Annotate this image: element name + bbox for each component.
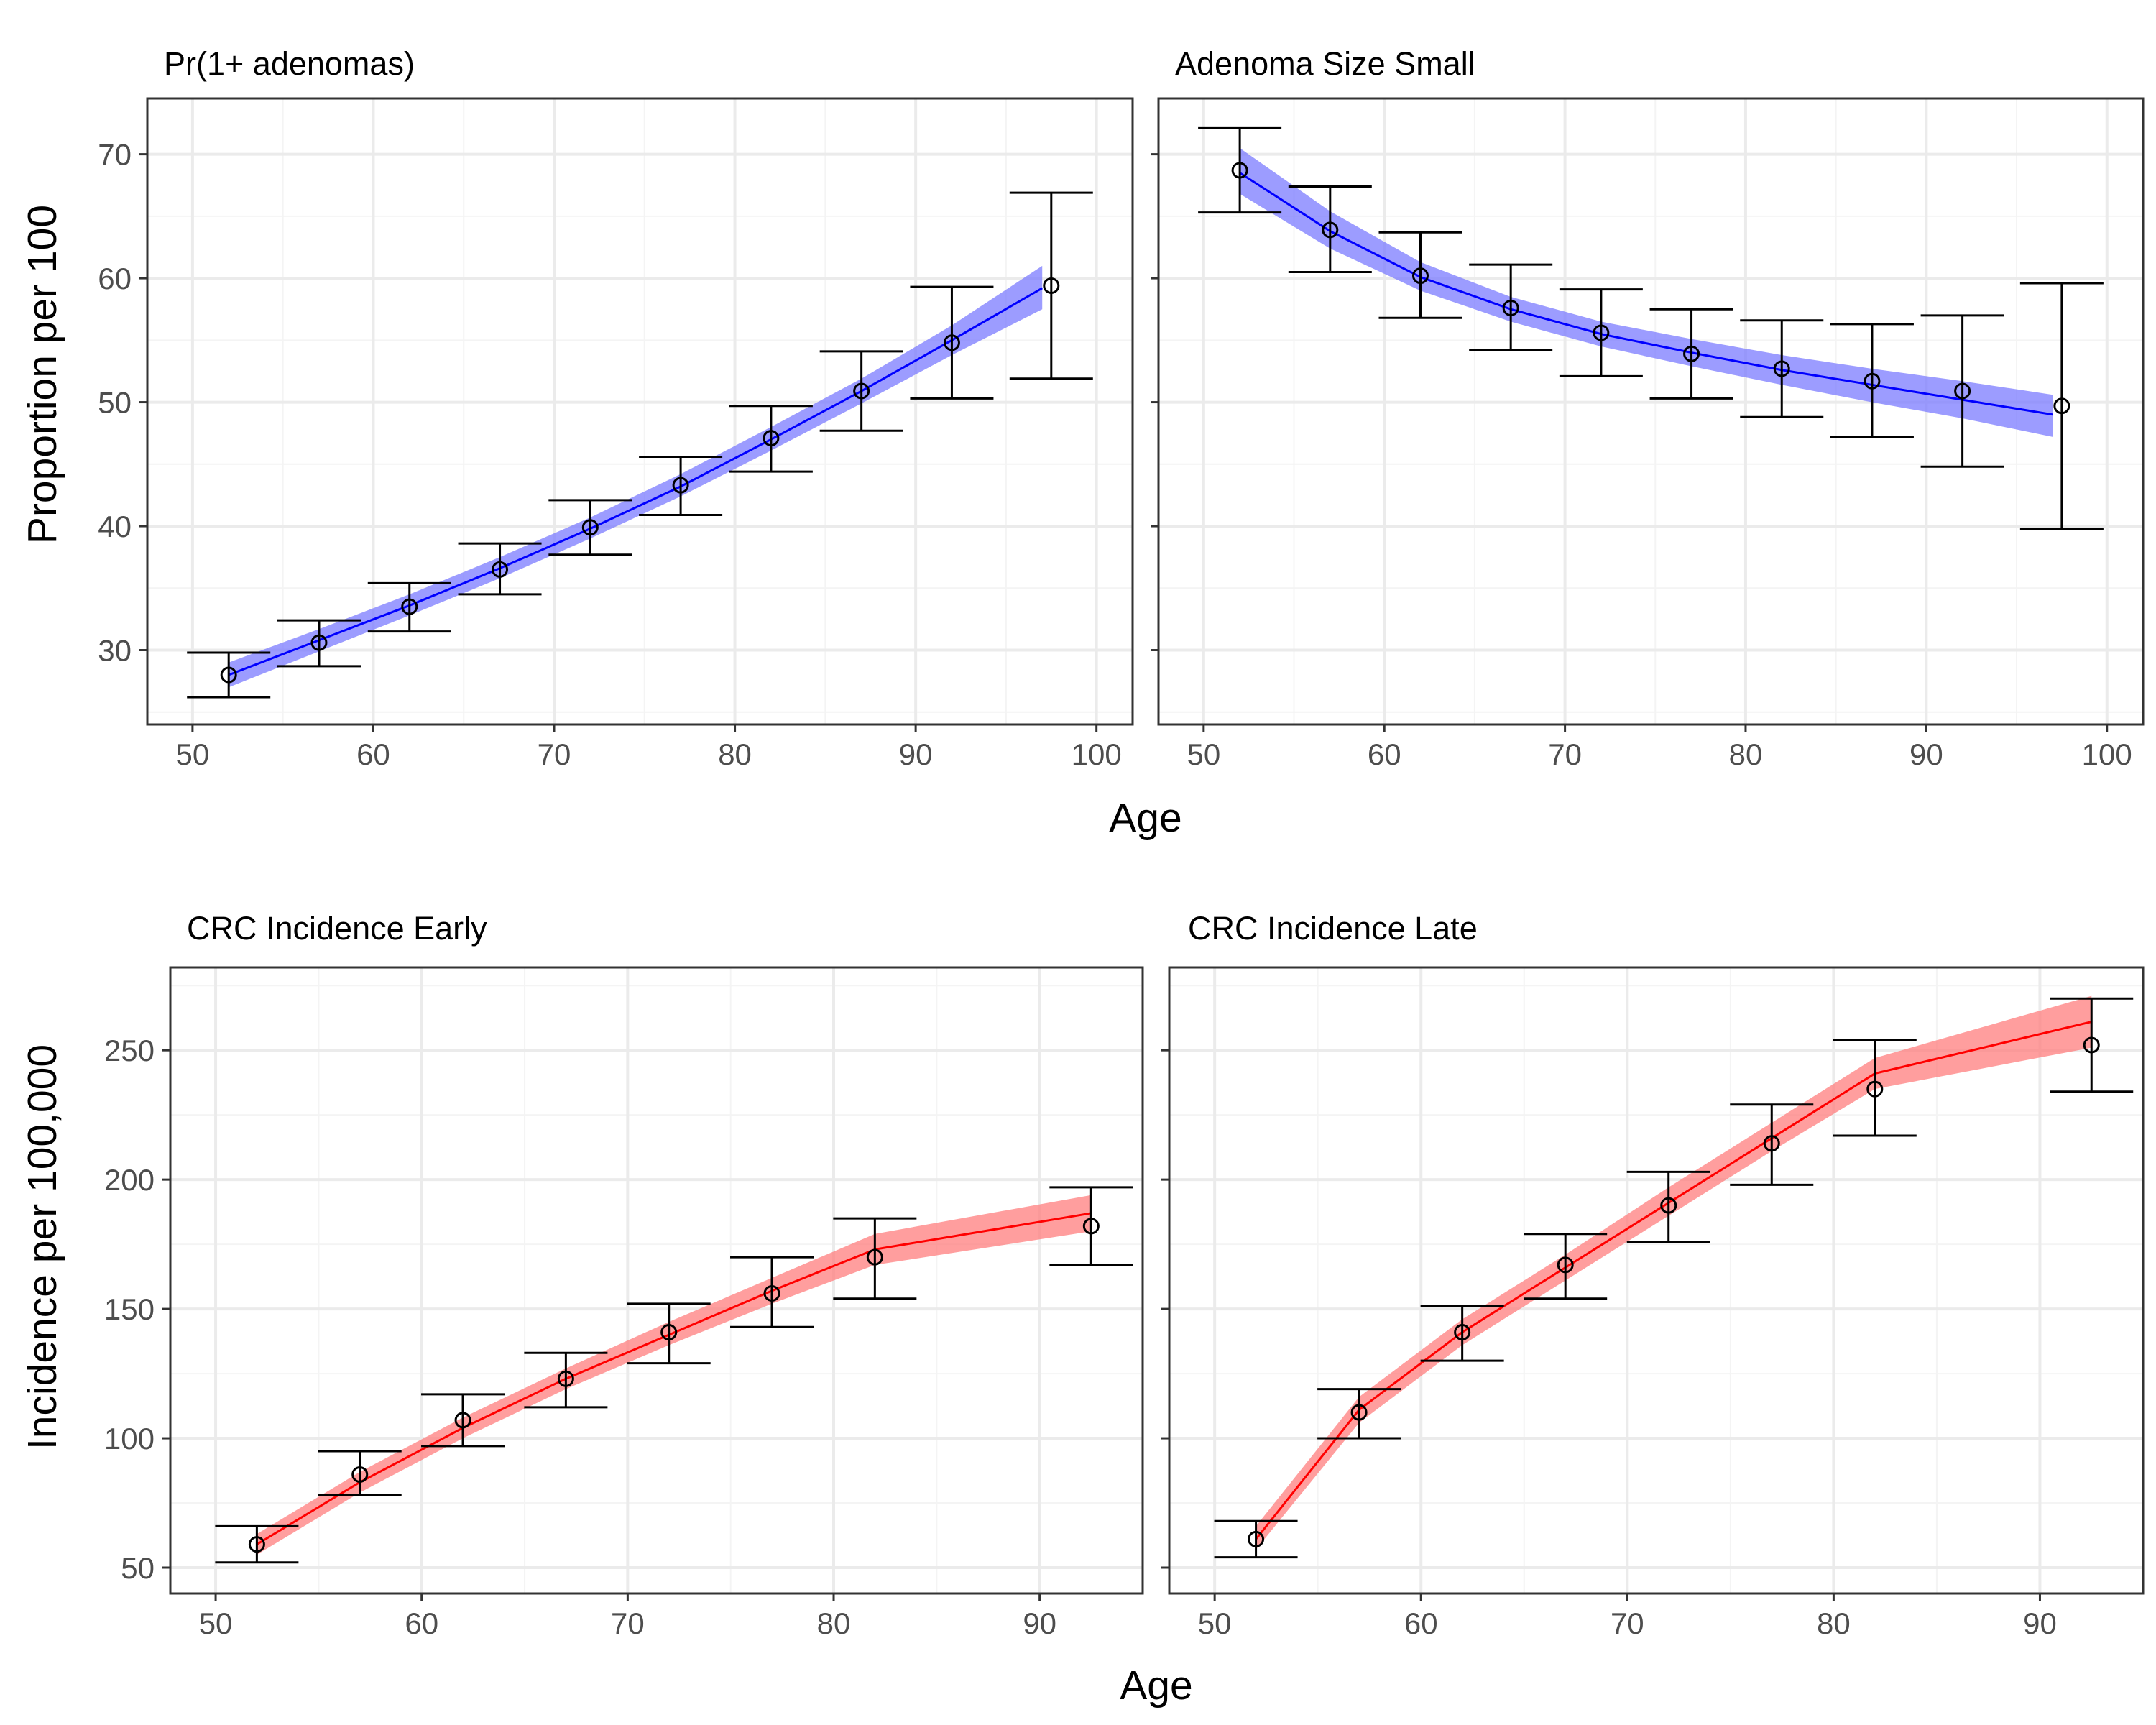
y-tick-label: 40 — [98, 510, 132, 543]
confidence-band — [229, 265, 1043, 688]
observed-point — [1763, 1135, 1780, 1152]
x-tick-label: 90 — [1909, 737, 1943, 771]
bottom-x-axis-title: Age — [1120, 1662, 1192, 1708]
confidence-band — [257, 1195, 1092, 1555]
plot-area: 50 60 70 80 90 100 — [1151, 97, 2145, 771]
observed-point — [220, 666, 237, 684]
observed-point — [1454, 1323, 1471, 1340]
plot-area: 50 60 70 80 90 100 30 40 50 60 70 — [98, 97, 1134, 771]
y-tick-label: 200 — [104, 1163, 155, 1197]
y-tick-label: 60 — [98, 262, 132, 295]
y-tick-label: 150 — [104, 1292, 155, 1326]
observed-point — [401, 598, 418, 615]
x-tick-label: 60 — [1404, 1606, 1438, 1640]
bottom-y-axis-title: Incidence per 100,000 — [19, 1044, 65, 1450]
x-tick-label: 100 — [2082, 737, 2132, 771]
x-tick-label: 60 — [405, 1606, 438, 1640]
observed-point — [763, 1284, 780, 1302]
panel-crc-incidence-early: CRC Incidence Early 50 60 70 80 90 50 100 150 20… — [104, 910, 1144, 1640]
confidence-band — [1256, 995, 2092, 1550]
observed-point — [763, 430, 780, 447]
observed-point — [1411, 267, 1429, 285]
panel-title: CRC Incidence Late — [1188, 910, 1478, 947]
observed-point — [1082, 1218, 1100, 1235]
panel-title: Adenoma Size Small — [1175, 45, 1475, 82]
observed-point — [2053, 397, 2070, 415]
observed-point — [943, 334, 960, 351]
x-tick-label: 90 — [899, 737, 933, 771]
x-tick-label: 60 — [356, 737, 390, 771]
observed-point — [248, 1536, 265, 1553]
plot-area: 50 60 70 80 90 — [1161, 966, 2145, 1640]
observed-point — [1683, 345, 1700, 362]
x-tick-label: 80 — [817, 1606, 851, 1640]
observed-point — [1864, 372, 1881, 390]
observed-point — [1322, 221, 1339, 239]
x-tick-label: 80 — [1817, 1606, 1851, 1640]
observed-point — [1350, 1404, 1368, 1421]
observed-point — [492, 561, 509, 578]
y-tick-label: 30 — [98, 634, 132, 668]
y-tick-label: 250 — [104, 1034, 155, 1067]
observed-point — [1231, 162, 1248, 179]
panel-title: CRC Incidence Early — [187, 910, 487, 947]
panel-title: Pr(1+ adenomas) — [164, 45, 415, 82]
observed-point — [853, 382, 870, 400]
observed-point — [672, 477, 689, 494]
observed-point — [454, 1412, 471, 1429]
x-tick-label: 100 — [1072, 737, 1122, 771]
observed-point — [1773, 360, 1790, 377]
y-tick-label: 50 — [121, 1551, 155, 1585]
observed-point — [660, 1323, 678, 1340]
observed-point — [1248, 1530, 1265, 1547]
x-tick-label: 80 — [1729, 737, 1763, 771]
panel-border — [1157, 97, 2145, 726]
panel-crc-incidence-late: CRC Incidence Late 50 60 70 80 90 — [1161, 910, 2145, 1640]
x-tick-label: 50 — [1187, 737, 1220, 771]
x-tick-label: 70 — [538, 737, 571, 771]
y-tick-label: 50 — [98, 386, 132, 420]
model-fit-line — [228, 287, 1043, 676]
x-tick-label: 60 — [1368, 737, 1401, 771]
x-tick-label: 50 — [199, 1606, 233, 1640]
x-tick-label: 70 — [1548, 737, 1582, 771]
observed-point — [1502, 299, 1519, 316]
model-fit-line — [1239, 172, 2053, 416]
observed-point — [1866, 1080, 1884, 1098]
observed-point — [1557, 1256, 1574, 1274]
top-x-axis-title: Age — [1109, 795, 1181, 841]
confidence-band — [1240, 147, 2053, 437]
model-fit-line — [1255, 1021, 2092, 1540]
panel-border — [146, 97, 1134, 726]
observed-point — [310, 634, 328, 651]
y-tick-label: 70 — [98, 138, 132, 172]
observed-point — [1660, 1197, 1677, 1214]
observed-point — [1954, 382, 1971, 400]
panel-adenoma-size-small: Adenoma Size Small 50 60 70 80 90 100 — [1151, 45, 2145, 771]
plot-area: 50 60 70 80 90 50 100 150 200 250 — [104, 966, 1144, 1640]
panel-pr-1-adenomas: Pr(1+ adenomas) 50 60 70 80 90 100 30 40 50 60 70 — [98, 45, 1134, 771]
model-fit-line — [256, 1212, 1092, 1545]
observed-point — [557, 1370, 574, 1387]
x-tick-label: 90 — [1023, 1606, 1056, 1640]
x-tick-label: 50 — [176, 737, 210, 771]
observed-point — [1043, 277, 1060, 294]
x-tick-label: 50 — [1198, 1606, 1232, 1640]
observed-point — [866, 1248, 883, 1266]
panel-border — [1168, 966, 2145, 1595]
y-tick-label: 100 — [104, 1422, 155, 1455]
x-tick-label: 80 — [718, 737, 752, 771]
x-tick-label: 70 — [1611, 1606, 1644, 1640]
panel-border — [169, 966, 1144, 1595]
x-tick-label: 70 — [611, 1606, 645, 1640]
top-y-axis-title: Proportion per 100 — [19, 205, 65, 544]
observed-point — [2083, 1036, 2100, 1054]
observed-point — [581, 519, 599, 536]
observed-point — [351, 1466, 369, 1483]
observed-point — [1593, 324, 1610, 341]
x-tick-label: 90 — [2023, 1606, 2057, 1640]
